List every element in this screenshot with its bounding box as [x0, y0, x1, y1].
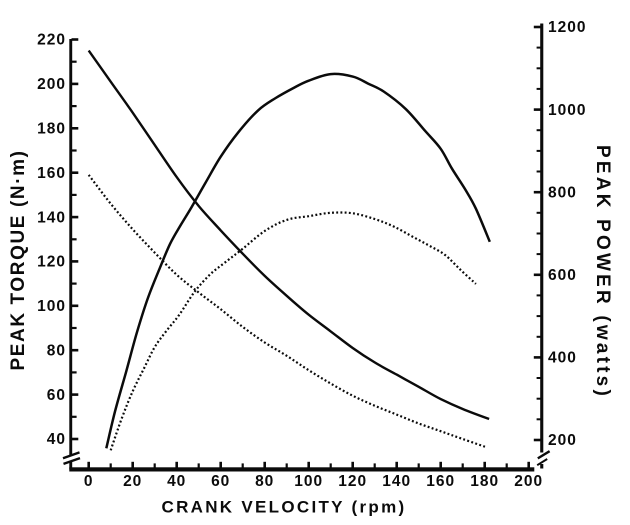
svg-text:400: 400	[548, 350, 577, 367]
svg-text:140: 140	[382, 473, 411, 490]
svg-text:0: 0	[84, 473, 94, 490]
svg-text:20: 20	[123, 473, 142, 490]
svg-text:PEAK POWER (watts): PEAK POWER (watts)	[592, 145, 613, 399]
svg-text:200: 200	[548, 432, 577, 449]
svg-text:140: 140	[37, 209, 66, 226]
svg-text:100: 100	[294, 473, 323, 490]
svg-text:200: 200	[37, 76, 66, 93]
svg-text:180: 180	[37, 121, 66, 138]
svg-text:60: 60	[47, 387, 66, 404]
svg-text:120: 120	[338, 473, 367, 490]
svg-text:220: 220	[37, 32, 66, 49]
svg-text:600: 600	[548, 267, 577, 284]
svg-text:180: 180	[470, 473, 499, 490]
svg-text:160: 160	[37, 165, 66, 182]
svg-text:80: 80	[47, 342, 66, 359]
svg-text:PEAK TORQUE (N·m): PEAK TORQUE (N·m)	[8, 149, 29, 370]
svg-text:160: 160	[426, 473, 455, 490]
svg-text:CRANK VELOCITY (rpm): CRANK VELOCITY (rpm)	[162, 498, 407, 517]
svg-text:1000: 1000	[548, 102, 586, 119]
svg-text:120: 120	[37, 254, 66, 271]
svg-text:40: 40	[167, 473, 186, 490]
svg-text:800: 800	[548, 184, 577, 201]
svg-text:60: 60	[211, 473, 230, 490]
svg-text:100: 100	[37, 298, 66, 315]
svg-text:80: 80	[255, 473, 274, 490]
svg-text:200: 200	[514, 473, 543, 490]
svg-text:40: 40	[47, 431, 66, 448]
svg-text:1200: 1200	[548, 19, 586, 36]
